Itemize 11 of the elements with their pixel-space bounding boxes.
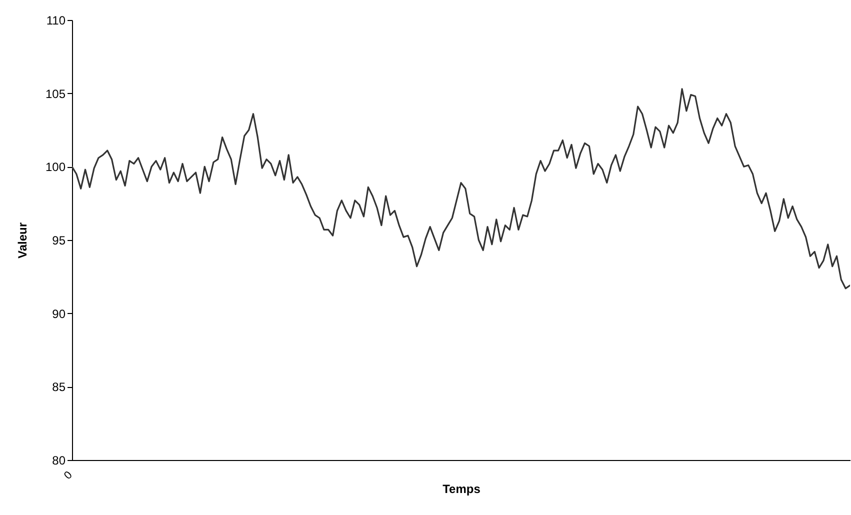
- y-tick-label: 110: [46, 14, 66, 28]
- line-series: [72, 88, 850, 290]
- text: 0: [62, 469, 75, 482]
- y-tick-label: 95: [52, 234, 66, 248]
- y-axis-title: Valeur: [15, 222, 30, 259]
- y-tick-label: 80: [52, 454, 66, 468]
- y-tick-label: 85: [52, 380, 66, 394]
- x-axis-title: Temps: [442, 482, 481, 496]
- y-tick-label: 90: [52, 306, 66, 321]
- y-tick-label: 105: [45, 86, 66, 101]
- y-tick-label: 100: [45, 160, 66, 174]
